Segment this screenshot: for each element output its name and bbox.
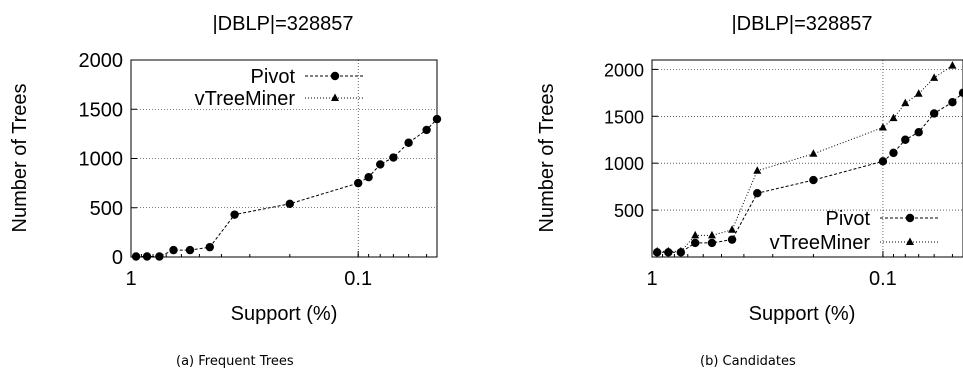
data-point bbox=[691, 230, 700, 239]
data-point bbox=[169, 245, 178, 255]
y-tick-label: 1000 bbox=[79, 149, 124, 171]
legend-marker bbox=[905, 213, 915, 223]
series-line bbox=[136, 118, 438, 257]
data-point bbox=[354, 178, 363, 188]
data-point bbox=[131, 252, 141, 261]
chart-2 bbox=[651, 59, 963, 258]
data-point bbox=[958, 88, 963, 98]
data-point bbox=[432, 114, 442, 124]
data-point bbox=[285, 199, 295, 209]
y-tick-label: 2000 bbox=[604, 60, 644, 80]
data-point bbox=[142, 252, 152, 261]
y-tick-label: 0 bbox=[112, 247, 123, 269]
data-point bbox=[901, 98, 910, 107]
data-point bbox=[889, 148, 898, 158]
data-point bbox=[653, 246, 662, 255]
legend-marker bbox=[906, 237, 914, 245]
x-axis-label: Support (%) bbox=[749, 303, 856, 325]
data-point bbox=[753, 189, 762, 198]
y-tick-label: 1500 bbox=[604, 107, 644, 127]
legend-label: Pivot bbox=[826, 208, 871, 230]
data-point bbox=[676, 246, 685, 255]
caption-frequent-trees: (a) Frequent Trees bbox=[176, 354, 294, 369]
data-point bbox=[878, 157, 888, 166]
data-point bbox=[901, 135, 910, 144]
series-line bbox=[657, 65, 953, 252]
data-point bbox=[914, 128, 923, 137]
y-tick-label: 1000 bbox=[604, 154, 644, 174]
legend-label: Pivot bbox=[251, 66, 296, 88]
legend-label: vTreeMiner bbox=[195, 88, 296, 110]
y-axis-label: Number of Trees bbox=[536, 84, 558, 233]
data-point bbox=[155, 252, 164, 261]
data-point bbox=[707, 230, 716, 239]
data-point bbox=[664, 246, 673, 255]
data-point bbox=[691, 238, 700, 248]
plot-frame bbox=[651, 59, 963, 258]
data-point bbox=[707, 238, 717, 248]
y-tick-label: 1500 bbox=[79, 99, 124, 121]
series-pivot bbox=[131, 114, 442, 261]
legend-marker bbox=[331, 93, 339, 101]
data-point bbox=[376, 160, 385, 169]
data-point bbox=[185, 245, 195, 255]
chart-title: |DBLP|=328857 bbox=[212, 13, 353, 35]
data-point bbox=[878, 123, 887, 131]
data-point bbox=[948, 98, 957, 107]
data-point bbox=[929, 109, 939, 118]
legend-label: vTreeMiner bbox=[770, 232, 871, 254]
data-point bbox=[205, 242, 214, 252]
data-point bbox=[364, 173, 373, 182]
y-axis-label: Number of Trees bbox=[9, 84, 31, 233]
x-axis-label: Support (%) bbox=[231, 303, 338, 325]
series-vtreeminer bbox=[653, 61, 957, 255]
data-point bbox=[389, 153, 398, 162]
data-point bbox=[914, 89, 923, 97]
x-tick-label: 1 bbox=[125, 268, 136, 290]
data-point bbox=[809, 149, 818, 157]
data-point bbox=[404, 138, 413, 147]
data-point bbox=[948, 61, 957, 69]
chart-title: |DBLP|=328857 bbox=[731, 13, 872, 35]
y-tick-label: 500 bbox=[614, 201, 644, 221]
data-point bbox=[422, 125, 431, 135]
x-tick-label: 0.1 bbox=[869, 268, 897, 290]
data-point bbox=[230, 210, 239, 219]
data-point bbox=[753, 166, 762, 174]
data-point bbox=[809, 175, 818, 185]
series-line bbox=[657, 92, 963, 253]
data-point bbox=[889, 113, 898, 122]
caption-candidates: (b) Candidates bbox=[700, 354, 796, 369]
y-tick-label: 2000 bbox=[79, 50, 124, 72]
y-tick-label: 500 bbox=[90, 198, 123, 220]
legend-marker bbox=[330, 71, 340, 81]
x-tick-label: 0.1 bbox=[344, 268, 372, 290]
chart-1 bbox=[130, 59, 442, 261]
data-point bbox=[728, 225, 737, 233]
data-point bbox=[930, 73, 939, 81]
x-tick-label: 1 bbox=[646, 268, 657, 290]
data-point bbox=[727, 235, 737, 244]
